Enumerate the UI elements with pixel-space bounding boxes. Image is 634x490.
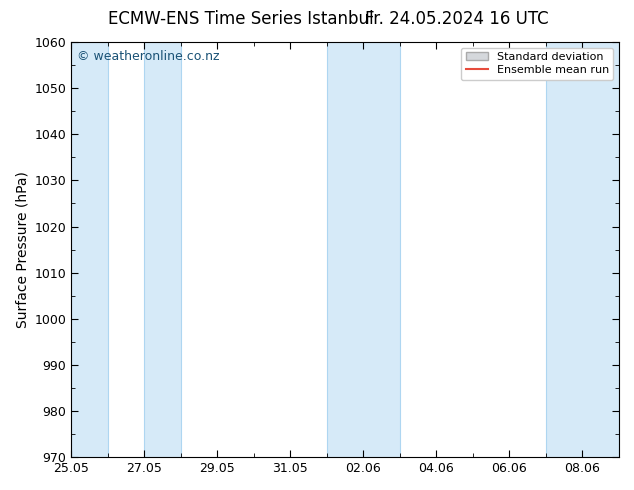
- Text: Fr. 24.05.2024 16 UTC: Fr. 24.05.2024 16 UTC: [365, 10, 548, 28]
- Bar: [145, 42, 181, 457]
- Text: ECMW-ENS Time Series Istanbul: ECMW-ENS Time Series Istanbul: [108, 10, 373, 28]
- Bar: [327, 42, 400, 457]
- Y-axis label: Surface Pressure (hPa): Surface Pressure (hPa): [15, 171, 29, 328]
- Legend: Standard deviation, Ensemble mean run: Standard deviation, Ensemble mean run: [461, 48, 614, 80]
- Bar: [71, 42, 108, 457]
- Text: © weatheronline.co.nz: © weatheronline.co.nz: [77, 50, 219, 63]
- Bar: [546, 42, 619, 457]
